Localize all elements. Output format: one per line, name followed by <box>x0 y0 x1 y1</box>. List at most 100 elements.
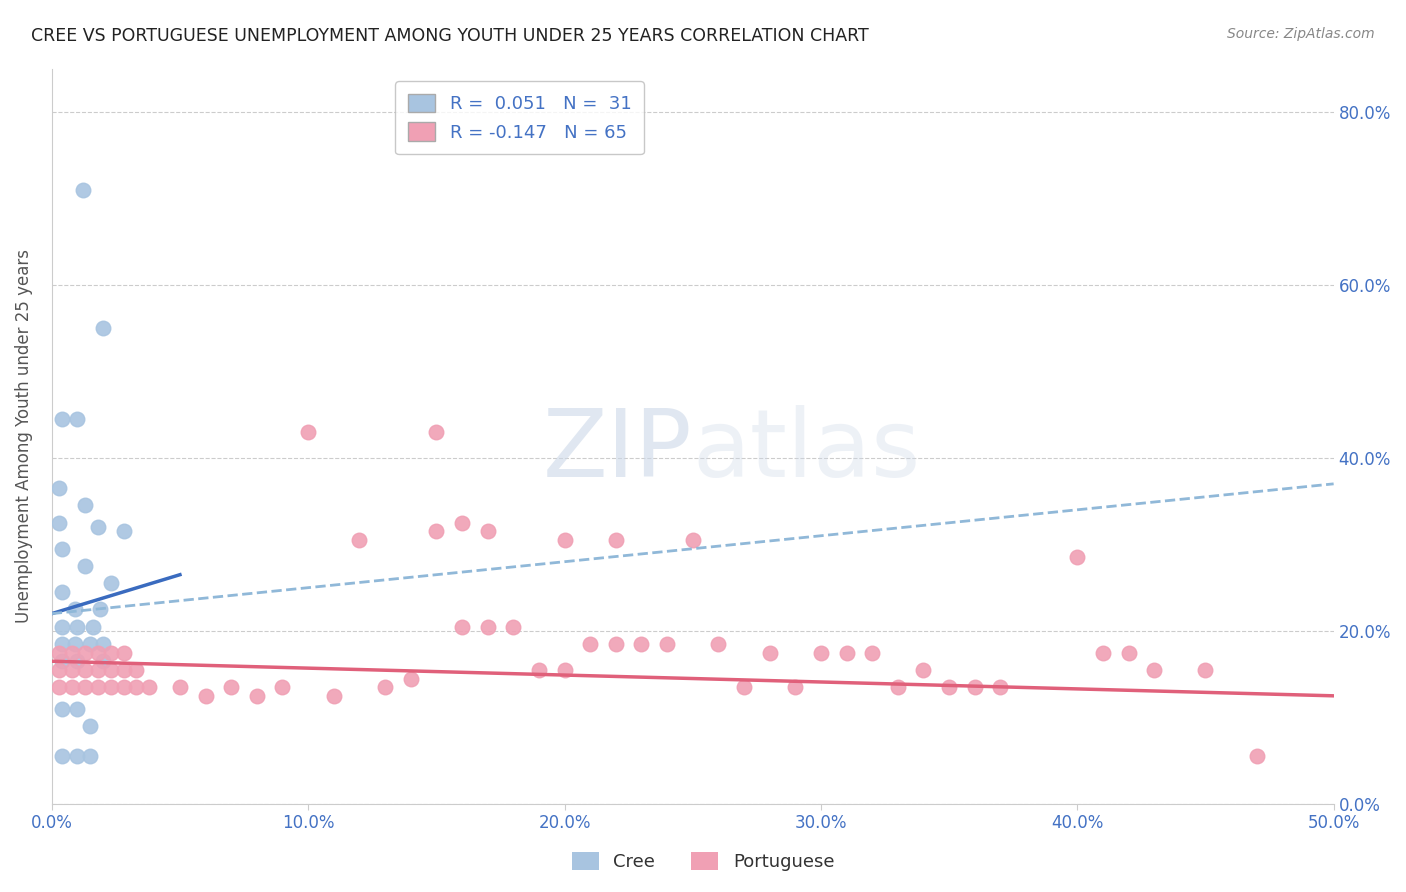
Point <box>1091 646 1114 660</box>
Point <box>66 412 89 426</box>
Point <box>297 425 319 439</box>
Point <box>79 719 101 733</box>
Point <box>51 702 73 716</box>
Point <box>91 637 114 651</box>
Point <box>707 637 730 651</box>
Point <box>60 646 83 660</box>
Point <box>860 646 883 660</box>
Point <box>1194 663 1216 677</box>
Point <box>912 663 935 677</box>
Point <box>451 516 474 530</box>
Text: ZIP: ZIP <box>543 405 693 497</box>
Legend: R =  0.051   N =  31, R = -0.147   N = 65: R = 0.051 N = 31, R = -0.147 N = 65 <box>395 81 644 154</box>
Point <box>733 680 755 694</box>
Point <box>63 602 86 616</box>
Point <box>87 680 110 694</box>
Point <box>72 183 94 197</box>
Point <box>63 637 86 651</box>
Point <box>48 680 70 694</box>
Point <box>271 680 294 694</box>
Point <box>79 749 101 764</box>
Point <box>399 672 422 686</box>
Point <box>66 702 89 716</box>
Point <box>553 533 575 547</box>
Text: atlas: atlas <box>693 405 921 497</box>
Point <box>374 680 396 694</box>
Point <box>477 619 499 633</box>
Y-axis label: Unemployment Among Youth under 25 years: Unemployment Among Youth under 25 years <box>15 249 32 624</box>
Point <box>112 646 135 660</box>
Point <box>100 663 122 677</box>
Point <box>48 663 70 677</box>
Point <box>100 646 122 660</box>
Point <box>91 654 114 668</box>
Point <box>138 680 160 694</box>
Point <box>887 680 910 694</box>
Point <box>100 680 122 694</box>
Point <box>89 602 111 616</box>
Point <box>169 680 191 694</box>
Point <box>66 749 89 764</box>
Point <box>48 516 70 530</box>
Point <box>125 663 148 677</box>
Point <box>451 619 474 633</box>
Point <box>835 646 858 660</box>
Point <box>349 533 371 547</box>
Point <box>51 749 73 764</box>
Point <box>194 689 217 703</box>
Point <box>502 619 524 633</box>
Point <box>938 680 960 694</box>
Point <box>75 646 97 660</box>
Point <box>125 680 148 694</box>
Point <box>87 663 110 677</box>
Point <box>91 321 114 335</box>
Point <box>579 637 602 651</box>
Point <box>51 654 73 668</box>
Point <box>87 520 110 534</box>
Point <box>66 654 89 668</box>
Point <box>48 481 70 495</box>
Point <box>1143 663 1166 677</box>
Point <box>1118 646 1140 660</box>
Point <box>112 524 135 539</box>
Point <box>655 637 678 651</box>
Point <box>48 646 70 660</box>
Point <box>51 412 73 426</box>
Point <box>963 680 986 694</box>
Point <box>51 637 73 651</box>
Point <box>82 619 104 633</box>
Point <box>246 689 269 703</box>
Point <box>75 680 97 694</box>
Point <box>112 680 135 694</box>
Point <box>785 680 807 694</box>
Point <box>682 533 704 547</box>
Point <box>425 524 447 539</box>
Text: Source: ZipAtlas.com: Source: ZipAtlas.com <box>1227 27 1375 41</box>
Point <box>219 680 242 694</box>
Point <box>630 637 652 651</box>
Point <box>75 663 97 677</box>
Point <box>1066 550 1088 565</box>
Point <box>322 689 344 703</box>
Point <box>527 663 550 677</box>
Point <box>51 619 73 633</box>
Text: CREE VS PORTUGUESE UNEMPLOYMENT AMONG YOUTH UNDER 25 YEARS CORRELATION CHART: CREE VS PORTUGUESE UNEMPLOYMENT AMONG YO… <box>31 27 869 45</box>
Point <box>425 425 447 439</box>
Point <box>51 585 73 599</box>
Point <box>605 533 627 547</box>
Point <box>51 541 73 556</box>
Point <box>87 646 110 660</box>
Point <box>75 559 97 574</box>
Point <box>66 619 89 633</box>
Point <box>100 576 122 591</box>
Point <box>553 663 575 677</box>
Point <box>79 637 101 651</box>
Point <box>477 524 499 539</box>
Point <box>60 663 83 677</box>
Point <box>1246 749 1268 764</box>
Point <box>810 646 832 660</box>
Point <box>112 663 135 677</box>
Point <box>988 680 1011 694</box>
Legend: Cree, Portuguese: Cree, Portuguese <box>564 845 842 879</box>
Point <box>60 680 83 694</box>
